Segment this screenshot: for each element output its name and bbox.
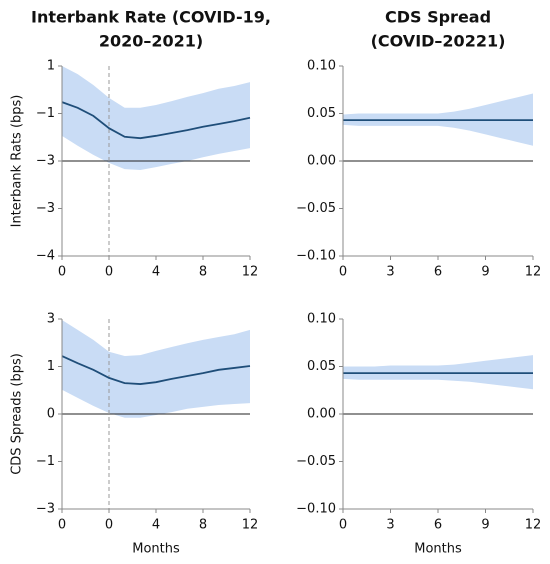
- y-tick-label: 0.05: [307, 359, 336, 374]
- y-axis-label: Interbank Rats (bps): [10, 95, 25, 228]
- panel-title: CDS Spread: [385, 8, 491, 27]
- y-tick-label: 0.10: [307, 312, 336, 327]
- y-tick-label: 0.10: [307, 59, 336, 74]
- y-tick-label: 0: [47, 407, 55, 422]
- panel-title: (COVID–20221): [371, 32, 506, 51]
- x-axis-label: Months: [414, 542, 462, 557]
- panel-title: Interbank Rate (COVID-19,: [31, 8, 271, 27]
- y-tick-label: 0.00: [307, 407, 336, 422]
- x-tick-label: 0: [339, 265, 347, 280]
- x-tick-label: 0: [339, 518, 347, 533]
- x-tick-label: 0: [58, 265, 66, 280]
- x-tick-label: 8: [199, 518, 207, 533]
- confidence-band: [62, 319, 250, 418]
- y-tick-label: −3: [36, 201, 55, 216]
- x-tick-label: 6: [434, 518, 442, 533]
- x-tick-label: 12: [525, 265, 542, 280]
- y-tick-label: 1: [47, 359, 55, 374]
- x-tick-label: 0: [105, 518, 113, 533]
- x-tick-label: 8: [199, 265, 207, 280]
- y-tick-label: −1: [36, 106, 55, 121]
- confidence-band: [62, 66, 250, 171]
- response-line: [61, 355, 251, 385]
- y-tick-label: −0.05: [296, 454, 336, 469]
- y-tick-label: 0.00: [307, 154, 336, 169]
- panel-title: 2020–2021): [99, 32, 203, 51]
- x-tick-label: 9: [481, 265, 489, 280]
- x-tick-label: 4: [152, 265, 160, 280]
- x-tick-label: 0: [105, 265, 113, 280]
- x-tick-label: 12: [525, 518, 542, 533]
- y-tick-label: −3: [36, 502, 55, 517]
- y-tick-label: 3: [47, 312, 55, 327]
- x-tick-label: 6: [434, 265, 442, 280]
- x-tick-label: 3: [386, 518, 394, 533]
- y-tick-label: −0.10: [296, 249, 336, 264]
- x-axis-label: Months: [132, 542, 180, 557]
- response-line: [61, 101, 251, 140]
- y-tick-label: 1: [47, 59, 55, 74]
- y-tick-label: −0.05: [296, 201, 336, 216]
- x-tick-label: 12: [242, 265, 259, 280]
- y-tick-label: 0.05: [307, 106, 336, 121]
- y-tick-label: −0.10: [296, 502, 336, 517]
- y-tick-label: −3: [36, 154, 55, 169]
- x-tick-label: 3: [386, 265, 394, 280]
- y-tick-label: −4: [36, 249, 55, 264]
- confidence-band: [343, 355, 533, 390]
- x-tick-label: 9: [481, 518, 489, 533]
- x-tick-label: 0: [58, 518, 66, 533]
- y-axis-label: CDS Spreads (bps): [10, 353, 25, 475]
- x-tick-label: 12: [242, 518, 259, 533]
- x-tick-label: 4: [152, 518, 160, 533]
- y-tick-label: −1: [36, 454, 55, 469]
